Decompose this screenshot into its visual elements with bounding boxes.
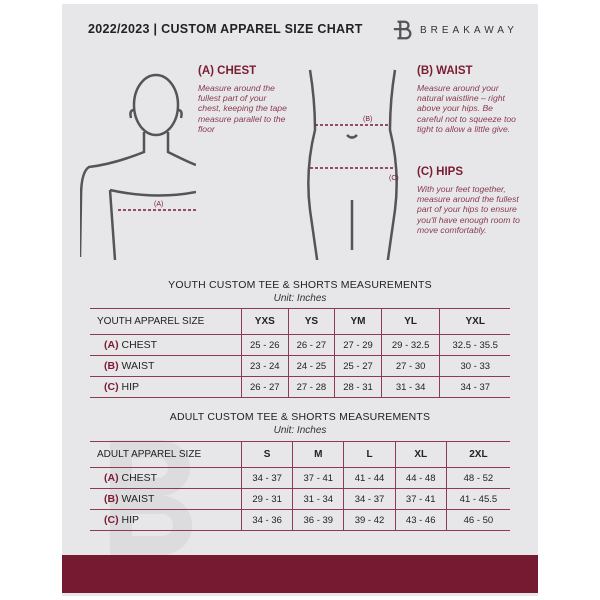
chest-description: Measure around the fullest part of your … bbox=[198, 83, 287, 134]
header-cell: YOUTH APPAREL SIZE bbox=[90, 308, 242, 335]
brand-b-icon bbox=[393, 20, 412, 40]
header-cell: L bbox=[343, 441, 396, 468]
size-value-cell: 36 - 39 bbox=[292, 509, 345, 531]
size-value-cell: 34 - 37 bbox=[343, 488, 396, 510]
size-value-cell: 29 - 32.5 bbox=[380, 334, 441, 356]
header-cell: YXS bbox=[241, 308, 289, 335]
size-value-cell: 48 - 52 bbox=[445, 467, 510, 489]
size-value-cell: 30 - 33 bbox=[439, 355, 510, 377]
adult-unit: Unit: Inches bbox=[273, 425, 327, 436]
size-value-cell: 28 - 31 bbox=[334, 376, 382, 398]
hips-heading: (C) HIPS bbox=[417, 166, 463, 178]
row-label: (A) CHEST bbox=[90, 334, 242, 356]
row-label: (C) HIP bbox=[90, 509, 242, 531]
size-value-cell: 34 - 37 bbox=[439, 376, 510, 398]
row-label: (A) CHEST bbox=[90, 467, 242, 489]
size-value-cell: 34 - 36 bbox=[240, 509, 294, 531]
size-value-cell: 23 - 24 bbox=[241, 355, 289, 377]
table-row: (C) HIP 26 - 27 27 - 28 28 - 31 31 - 34 34 - … bbox=[90, 376, 510, 398]
header-cell: XL bbox=[394, 441, 447, 468]
row-label: (C) HIP bbox=[90, 376, 242, 398]
brand-logo: BREAKAWAY bbox=[392, 18, 518, 42]
header-cell: M bbox=[292, 441, 345, 468]
waist-description: Measure around your natural waistline – … bbox=[417, 83, 516, 134]
page-title: 2022/2023 | CUSTOM APPAREL SIZE CHART bbox=[88, 22, 363, 36]
waist-heading: (B) WAIST bbox=[417, 65, 473, 77]
size-value-cell: 43 - 46 bbox=[394, 509, 447, 531]
size-value-cell: 44 - 48 bbox=[394, 467, 447, 489]
size-value-cell: 41 - 45.5 bbox=[445, 488, 510, 510]
size-value-cell: 32.5 - 35.5 bbox=[439, 334, 510, 356]
size-value-cell: 46 - 50 bbox=[445, 509, 510, 531]
size-value-cell: 27 - 28 bbox=[287, 376, 336, 398]
table-row: (A) CHEST 34 - 37 37 - 41 41 - 44 44 - 48 48 … bbox=[90, 467, 510, 489]
header-cell: 2XL bbox=[445, 441, 510, 468]
table-header-row: ADULT APPAREL SIZE S M L XL 2XL bbox=[90, 441, 510, 468]
footer-band bbox=[62, 555, 538, 593]
size-value-cell: 31 - 34 bbox=[380, 376, 441, 398]
table-row: (B) WAIST 29 - 31 31 - 34 34 - 37 37 - 41 41 … bbox=[90, 488, 510, 510]
header-cell: S bbox=[240, 441, 294, 468]
size-value-cell: 25 - 27 bbox=[334, 355, 382, 377]
youth-size-table: YOUTH APPAREL SIZE YXS YS YM YL YXL (A) CHEST 2… bbox=[90, 308, 510, 398]
size-value-cell: 41 - 44 bbox=[343, 467, 396, 489]
header-cell: ADULT APPAREL SIZE bbox=[90, 441, 242, 468]
header-cell: YXL bbox=[439, 308, 510, 335]
row-label: (B) WAIST bbox=[90, 355, 242, 377]
youth-unit: Unit: Inches bbox=[273, 293, 327, 304]
size-value-cell: 24 - 25 bbox=[287, 355, 336, 377]
size-value-cell: 39 - 42 bbox=[343, 509, 396, 531]
hips-description: With your feet together, measure around … bbox=[417, 184, 520, 235]
size-value-cell: 37 - 41 bbox=[292, 467, 345, 489]
header-cell: YM bbox=[334, 308, 382, 335]
size-value-cell: 37 - 41 bbox=[394, 488, 447, 510]
size-value-cell: 26 - 27 bbox=[287, 334, 336, 356]
size-value-cell: 25 - 26 bbox=[241, 334, 289, 356]
size-value-cell: 26 - 27 bbox=[241, 376, 289, 398]
size-value-cell: 29 - 31 bbox=[240, 488, 294, 510]
adult-size-table: ADULT APPAREL SIZE S M L XL 2XL (A) CHEST 34 - … bbox=[90, 441, 510, 531]
row-label: (B) WAIST bbox=[90, 488, 242, 510]
table-row: (A) CHEST 25 - 26 26 - 27 27 - 29 29 - 32.5 3… bbox=[90, 334, 510, 356]
chest-heading: (A) CHEST bbox=[198, 65, 257, 77]
adult-table-title: ADULT CUSTOM TEE & SHORTS MEASUREMENTS bbox=[169, 411, 431, 423]
size-value-cell: 34 - 37 bbox=[240, 467, 294, 489]
torso-figure: (B) (C) bbox=[307, 69, 399, 260]
table-row: (C) HIP 34 - 36 36 - 39 39 - 42 43 - 46 46 - … bbox=[90, 509, 510, 531]
waist-marker: (B) bbox=[363, 116, 372, 123]
hips-marker: (C) bbox=[389, 175, 399, 182]
size-value-cell: 27 - 29 bbox=[334, 334, 382, 356]
table-header-row: YOUTH APPAREL SIZE YXS YS YM YL YXL bbox=[90, 308, 510, 335]
size-value-cell: 27 - 30 bbox=[380, 355, 441, 377]
size-value-cell: 31 - 34 bbox=[292, 488, 345, 510]
header-cell: YS bbox=[287, 308, 336, 335]
header-cell: YL bbox=[380, 308, 441, 335]
upper-body-figure: (A) bbox=[80, 73, 196, 260]
chest-marker: (A) bbox=[154, 201, 163, 208]
youth-table-title: YOUTH CUSTOM TEE & SHORTS MEASUREMENTS bbox=[168, 279, 432, 291]
table-row: (B) WAIST 23 - 24 24 - 25 25 - 27 27 - 30 30 … bbox=[90, 355, 510, 377]
